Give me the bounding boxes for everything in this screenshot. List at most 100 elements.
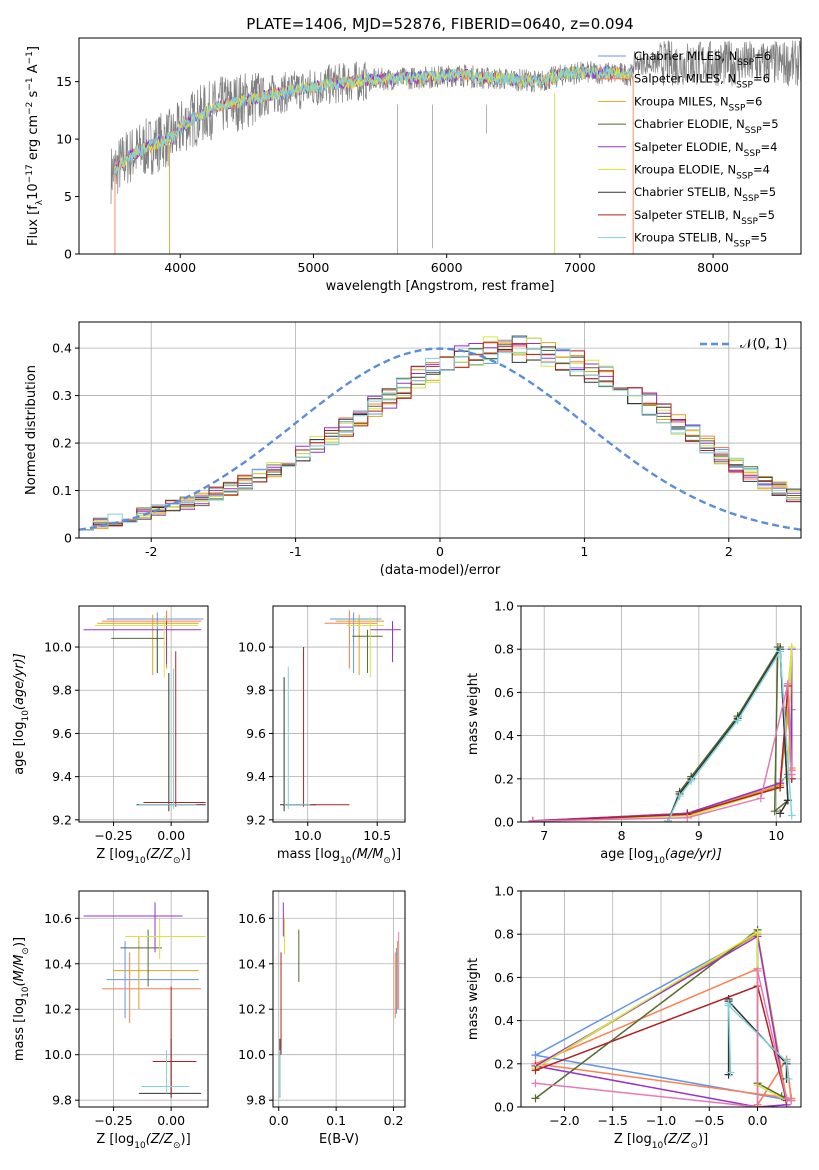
label-part: age [log — [12, 722, 27, 775]
label-part: (Z/Z — [146, 847, 174, 862]
weight-marker — [776, 809, 785, 818]
label-part: ] — [26, 46, 41, 51]
weight-marker — [733, 716, 742, 725]
x-tick-label: −0.25 — [94, 828, 132, 843]
weight-marker — [724, 1070, 733, 1079]
weight-marker — [687, 776, 696, 785]
axes-frame — [78, 37, 802, 255]
y-tick-label: 0.1 — [52, 483, 72, 498]
y-tick-label: 10.4 — [44, 956, 72, 971]
label-part: SSP — [742, 194, 759, 204]
weight-line — [667, 644, 789, 822]
y-tick-label: 10.2 — [238, 1002, 266, 1017]
y-tick-label: 10.6 — [238, 911, 266, 926]
legend-entry: Salpeter STELIB, NSSP=5 — [634, 208, 775, 227]
weight-marker — [528, 817, 537, 822]
label-part: (age/yr)] — [12, 653, 27, 710]
x-tick-label: 7 — [540, 828, 548, 843]
plot-area — [531, 925, 796, 1107]
legend-entry: Kroupa MILES, NSSP=6 — [634, 94, 762, 113]
label-part: mass [log — [12, 998, 27, 1061]
x-axis-label: wavelength [Angstrom, rest frame] — [326, 279, 555, 294]
label-part: Kroupa MILES, N — [634, 94, 729, 108]
x-tick-label: −1.0 — [646, 1113, 676, 1128]
x-tick-label: 0.0 — [748, 1113, 768, 1128]
axes-frame — [78, 605, 209, 823]
label-part: =4 — [761, 140, 778, 154]
y-tick-label: 0.6 — [494, 970, 514, 985]
x-axis-label: mass [log10(M/M⊙)] — [277, 847, 401, 866]
panel-spectrum: 4000 5000 6000 7000 8000 0 5 10 15 wavelength [An… — [25, 37, 802, 294]
y-tick-label: 9.2 — [246, 812, 266, 827]
label-part: SSP — [745, 126, 762, 136]
x-tick-label: 10.0 — [294, 828, 322, 843]
plot-area — [528, 643, 796, 822]
label-part: Chabrier STELIB, N — [634, 185, 742, 199]
plot-area — [279, 902, 400, 1098]
label-part: SSP — [736, 172, 753, 182]
weight-marker — [753, 1103, 762, 1107]
weight-marker — [724, 1001, 733, 1010]
legend-entry: 𝒩(0, 1) — [740, 337, 787, 352]
label-part: Z [log — [614, 1132, 652, 1147]
label-part: 10 — [653, 856, 665, 866]
x-axis-label: Z [log10(Z/Z⊙)] — [96, 847, 190, 866]
label-part: −1 — [25, 77, 35, 90]
label-part: −1 — [25, 51, 35, 64]
y-tick-label: 9.8 — [246, 1093, 266, 1108]
weight-line — [532, 713, 793, 822]
y-axis-label: age [log10(age/yr)] — [12, 653, 31, 775]
legend-entry: Salpeter ELODIE, NSSP=4 — [634, 140, 777, 159]
y-tick-label: 9.8 — [52, 1093, 72, 1108]
y-tick-label: 9.4 — [52, 769, 72, 784]
weight-marker — [782, 1057, 791, 1066]
label-part: )] — [391, 847, 401, 862]
model-spectrum — [113, 65, 634, 178]
label-part: Kroupa ELODIE, N — [634, 163, 736, 177]
weight-line — [535, 928, 792, 1102]
label-part: SSP — [729, 103, 746, 113]
label-part: 10 — [652, 1141, 664, 1151]
weight-line — [535, 930, 792, 1102]
weight-line — [535, 967, 793, 1107]
y-tick-label: 9.6 — [52, 726, 72, 741]
weight-line — [535, 932, 793, 1107]
y-tick-label: 10.6 — [44, 911, 72, 926]
figure-title: PLATE=1406, MJD=52876, FIBERID=0640, z=0… — [246, 15, 633, 33]
legend-entry: Chabrier MILES, NSSP=6 — [634, 49, 771, 68]
label-part: ⊙ — [21, 947, 31, 955]
label-part: Salpeter ELODIE, N — [634, 140, 744, 154]
x-tick-label: −2.0 — [549, 1113, 579, 1128]
x-tick-label: 10.5 — [363, 828, 391, 843]
label-part: SSP — [734, 240, 751, 250]
legend-entry: Kroupa ELODIE, NSSP=4 — [634, 163, 770, 182]
label-part: )] — [181, 847, 191, 862]
x-tick-label: 0.2 — [384, 1113, 404, 1128]
y-tick-label: 0.2 — [52, 436, 72, 451]
label-part: Z [log — [96, 1132, 134, 1147]
x-tick-label: 5000 — [298, 260, 330, 275]
y-axis-label: mass weight — [466, 673, 481, 755]
y-tick-label: 10.4 — [238, 956, 266, 971]
x-axis-label: Z [log10(Z/Z⊙)] — [96, 1132, 190, 1151]
x-tick-label: −0.5 — [694, 1113, 724, 1128]
label-part: (Z/Z — [663, 1132, 691, 1147]
y-tick-label: 0.8 — [494, 642, 514, 657]
weight-marker — [784, 1074, 793, 1083]
panel-mass_vs_ebv: 0.0 0.1 0.2 9.8 10.0 10.2 10.4 10.6 E(B-V) — [238, 890, 406, 1147]
label-part: 10 — [21, 710, 31, 722]
y-tick-label: 0.6 — [494, 685, 514, 700]
legend-entry: Salpeter MILES, NSSP=6 — [634, 72, 770, 91]
label-part: ⊙ — [690, 1141, 698, 1151]
y-tick-label: 9.6 — [246, 726, 266, 741]
x-tick-label: −1.5 — [598, 1113, 628, 1128]
label-part: =5 — [759, 185, 776, 199]
x-tick-label: 10 — [768, 828, 784, 843]
x-axis-label: E(B-V) — [319, 1132, 359, 1147]
label-part: (M/M — [12, 955, 27, 987]
x-tick-label: 8 — [618, 828, 626, 843]
y-axis-label: mass [log10(M/M⊙)] — [12, 937, 31, 1061]
label-part: (age/yr)] — [665, 847, 722, 862]
label-part: ⊙ — [383, 856, 391, 866]
